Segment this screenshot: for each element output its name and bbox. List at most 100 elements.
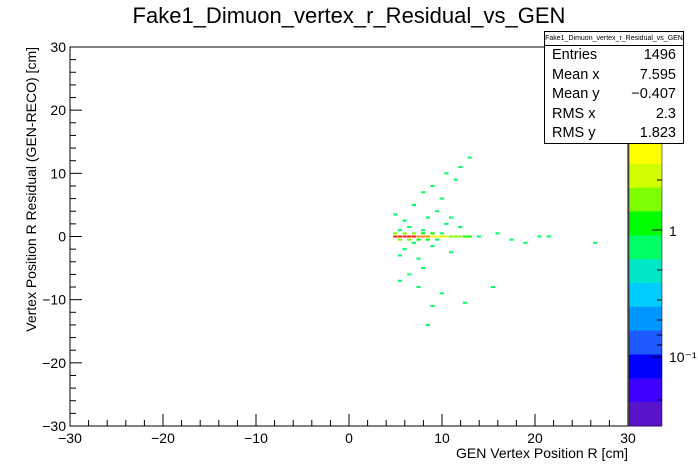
heatmap-bin xyxy=(444,223,448,225)
palette-cell xyxy=(629,176,662,188)
y-tick-label: 10 xyxy=(50,165,66,181)
x-tick-label: −10 xyxy=(244,430,268,446)
heatmap-bin xyxy=(421,232,425,234)
y-tick-label: −30 xyxy=(42,418,66,434)
heatmap-bin xyxy=(440,198,444,200)
heatmap-bin xyxy=(398,239,402,241)
stats-value: 2.3 xyxy=(656,105,676,125)
stats-box: Fake1_Dimuon_vertex_r_Residual_vs_GEN En… xyxy=(544,31,684,144)
stats-value: 1496 xyxy=(644,46,676,66)
heatmap-bin xyxy=(495,232,499,234)
heatmap-bin xyxy=(398,236,402,238)
heatmap-bin xyxy=(435,236,439,238)
z-tick-label: 1 xyxy=(669,223,677,239)
x-axis-label: GEN Vertex Position R [cm] xyxy=(456,445,628,461)
stats-value: 7.595 xyxy=(640,66,676,86)
heatmap-bin xyxy=(407,226,411,228)
stats-row: RMS x 2.3 xyxy=(545,105,683,125)
z-tick-label: 10⁻¹ xyxy=(669,349,697,365)
palette-cell xyxy=(629,319,662,331)
stats-row: Mean x 7.595 xyxy=(545,66,683,86)
heatmap-bin xyxy=(435,210,439,212)
heatmap-bin xyxy=(402,236,406,238)
heatmap-bin xyxy=(449,217,453,219)
palette-cell xyxy=(629,271,662,283)
palette-cell xyxy=(629,235,662,247)
heatmap-bin xyxy=(463,236,467,238)
heatmap-bin xyxy=(440,232,444,234)
heatmap-bin xyxy=(523,242,527,244)
y-tick-label: −20 xyxy=(42,355,66,371)
x-tick-label: 20 xyxy=(527,430,543,446)
x-tick-label: 10 xyxy=(434,430,450,446)
heatmap-bin xyxy=(537,236,541,238)
y-tick-label: 20 xyxy=(50,102,66,118)
palette-cell xyxy=(629,188,662,200)
bins-layer xyxy=(393,157,597,326)
heatmap-bin xyxy=(458,166,462,168)
heatmap-bin xyxy=(421,267,425,269)
y-tick-label: −10 xyxy=(42,292,66,308)
stats-value: 1.823 xyxy=(640,124,676,144)
color-palette: 1 10⁻¹ xyxy=(629,140,697,427)
heatmap-bin xyxy=(491,286,495,288)
palette-cell xyxy=(629,390,662,402)
heatmap-bin xyxy=(412,236,416,238)
palette-cell xyxy=(629,164,662,176)
palette-cell xyxy=(629,295,662,307)
heatmap-bin xyxy=(477,236,481,238)
heatmap-bin xyxy=(426,239,430,241)
heatmap-bin xyxy=(421,191,425,193)
heatmap-bin xyxy=(398,229,402,231)
y-tick-label: 0 xyxy=(58,229,66,245)
heatmap-bin xyxy=(430,245,434,247)
heatmap-bin xyxy=(393,213,397,215)
heatmap-bin xyxy=(449,236,453,238)
heatmap-bin xyxy=(407,273,411,275)
x-tick-label: 0 xyxy=(345,430,353,446)
stats-row: RMS y 1.823 xyxy=(545,124,683,144)
palette-cell xyxy=(629,283,662,295)
heatmap-bin xyxy=(444,172,448,174)
heatmap-bin xyxy=(458,236,462,238)
heatmap-bin xyxy=(426,236,430,238)
heatmap-bin xyxy=(449,251,453,253)
heatmap-bin xyxy=(402,248,406,250)
palette-cell xyxy=(629,378,662,390)
heatmap-bin xyxy=(440,292,444,294)
heatmap-bin xyxy=(393,232,397,234)
stats-row: Entries 1496 xyxy=(545,46,683,66)
heatmap-bin xyxy=(393,236,397,238)
heatmap-bin xyxy=(444,236,448,238)
stats-label: Mean y xyxy=(552,85,600,105)
heatmap-bin xyxy=(416,258,420,260)
palette-cell xyxy=(629,200,662,212)
heatmap-bin xyxy=(421,229,425,231)
stats-label: RMS x xyxy=(552,105,596,125)
heatmap-bin xyxy=(430,185,434,187)
heatmap-bin xyxy=(463,302,467,304)
heatmap-bin xyxy=(416,286,420,288)
heatmap-bin xyxy=(440,236,444,238)
heatmap-bin xyxy=(421,236,425,238)
heatmap-bin xyxy=(426,324,430,326)
heatmap-bin xyxy=(407,236,411,238)
palette-cell xyxy=(629,212,662,224)
stats-value: −0.407 xyxy=(631,85,676,105)
heatmap-bin xyxy=(407,239,411,241)
heatmap-bin xyxy=(402,220,406,222)
palette-cell xyxy=(629,402,662,414)
heatmap-bin xyxy=(416,239,420,241)
stats-box-title: Fake1_Dimuon_vertex_r_Residual_vs_GEN xyxy=(545,32,683,46)
heatmap-bin xyxy=(468,157,472,159)
heatmap-bin xyxy=(412,204,416,206)
stats-label: RMS y xyxy=(552,124,596,144)
palette-cell xyxy=(629,152,662,164)
palette-cell xyxy=(629,247,662,259)
heatmap-bin xyxy=(430,232,434,234)
heatmap-bin xyxy=(412,232,416,234)
palette-cell xyxy=(629,331,662,343)
heatmap-bin xyxy=(593,242,597,244)
x-tick-label: −20 xyxy=(151,430,175,446)
heatmap-bin xyxy=(458,226,462,228)
